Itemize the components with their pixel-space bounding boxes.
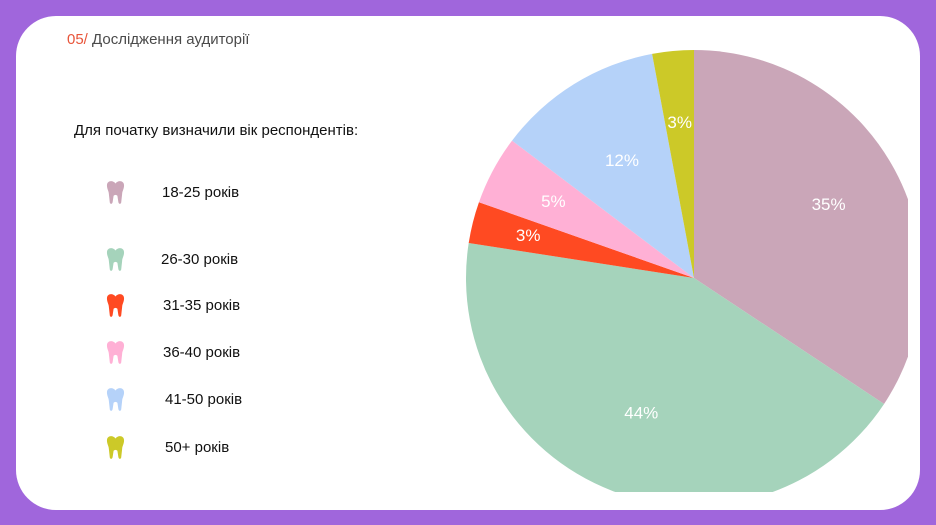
slice-label: 5% <box>541 192 566 211</box>
pie-slice <box>478 140 694 278</box>
legend-item: 36-40 років <box>106 339 306 365</box>
legend-item: 26-30 років <box>106 246 306 272</box>
pie-slice <box>512 53 694 278</box>
legend-label: 31-35 років <box>163 297 241 314</box>
slide-header: 05/ Дослідження аудиторії <box>67 31 249 48</box>
tooth-icon <box>106 248 125 271</box>
slide-number: 05/ <box>67 31 88 48</box>
legend-item: 18-25 років <box>106 179 306 205</box>
pie-slice <box>652 50 694 278</box>
slice-label: 3% <box>667 113 692 132</box>
slice-label: 12% <box>605 151 639 170</box>
legend-item: 31-35 років <box>106 292 306 318</box>
tooth-icon <box>106 181 125 204</box>
legend-label: 18-25 років <box>162 184 240 201</box>
slice-label: 44% <box>624 404 658 423</box>
pie-slice <box>466 243 885 492</box>
tooth-icon <box>106 436 125 459</box>
pie-chart: 35%44%3%5%12%3% <box>466 50 908 492</box>
pie-slice <box>694 50 908 404</box>
legend-label: 26-30 років <box>161 251 239 268</box>
legend-label: 41-50 років <box>165 391 243 408</box>
tooth-icon <box>106 341 125 364</box>
slice-label: 3% <box>516 226 541 245</box>
legend-item: 50+ років <box>106 434 306 460</box>
intro-text: Для початку визначили вік респондентів: <box>74 122 359 139</box>
tooth-icon <box>106 294 125 317</box>
slice-label: 35% <box>812 195 846 214</box>
pie-slice <box>468 202 694 278</box>
tooth-icon <box>106 388 125 411</box>
legend-item: 41-50 років <box>106 386 306 412</box>
slide-title: Дослідження аудиторії <box>87 31 250 48</box>
legend-label: 50+ років <box>165 439 230 456</box>
legend-label: 36-40 років <box>163 344 241 361</box>
slide-card: 05/ Дослідження аудиторії Для початку ви… <box>16 16 920 510</box>
